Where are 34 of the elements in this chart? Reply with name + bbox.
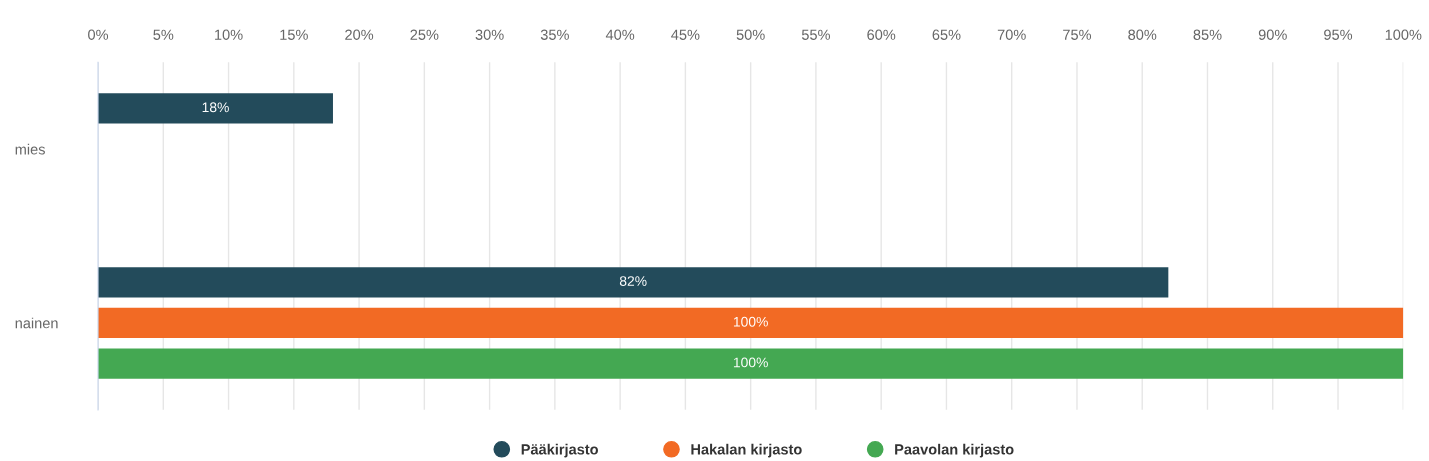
- x-tick-label: 70%: [997, 29, 1026, 40]
- x-tick-label: 5%: [153, 29, 174, 40]
- x-tick-label: 20%: [345, 29, 374, 40]
- bar: [98, 307, 1404, 339]
- x-tick-label: 55%: [801, 29, 830, 40]
- x-tick-label: 25%: [410, 29, 439, 40]
- x-tick-label: 30%: [475, 29, 504, 40]
- x-tick-label: 15%: [280, 29, 308, 40]
- x-tick-label: 50%: [736, 29, 765, 40]
- bar: [98, 93, 333, 124]
- legend-label: Paavolan kirjasto: [895, 443, 1014, 458]
- x-tick-label: 85%: [1193, 29, 1222, 40]
- data-label: 82%: [619, 276, 647, 286]
- data-label: 100%: [733, 316, 768, 327]
- x-tick-label: 95%: [1324, 29, 1353, 40]
- x-tick-label: 75%: [1063, 29, 1092, 40]
- legend-label: Pääkirjasto: [521, 443, 598, 458]
- y-tick-label: nainen: [15, 317, 58, 329]
- bar: [98, 348, 1404, 379]
- x-tick-label: 65%: [932, 29, 961, 40]
- data-label: 18%: [202, 102, 229, 113]
- x-tick-label: 0%: [88, 29, 109, 40]
- legend-label: Hakalan kirjasto: [691, 443, 802, 458]
- x-tick-label: 80%: [1128, 29, 1157, 40]
- x-tick-label: 60%: [867, 29, 896, 40]
- data-label: 100%: [733, 357, 768, 368]
- x-tick-label: 45%: [671, 29, 700, 40]
- y-tick-label: mies: [15, 143, 45, 155]
- x-tick-label: 35%: [540, 29, 569, 40]
- x-tick-label: 100%: [1385, 29, 1422, 40]
- x-tick-label: 10%: [215, 29, 243, 40]
- x-tick-label: 90%: [1258, 29, 1287, 40]
- bar: [98, 267, 1169, 298]
- x-tick-label: 40%: [605, 29, 635, 40]
